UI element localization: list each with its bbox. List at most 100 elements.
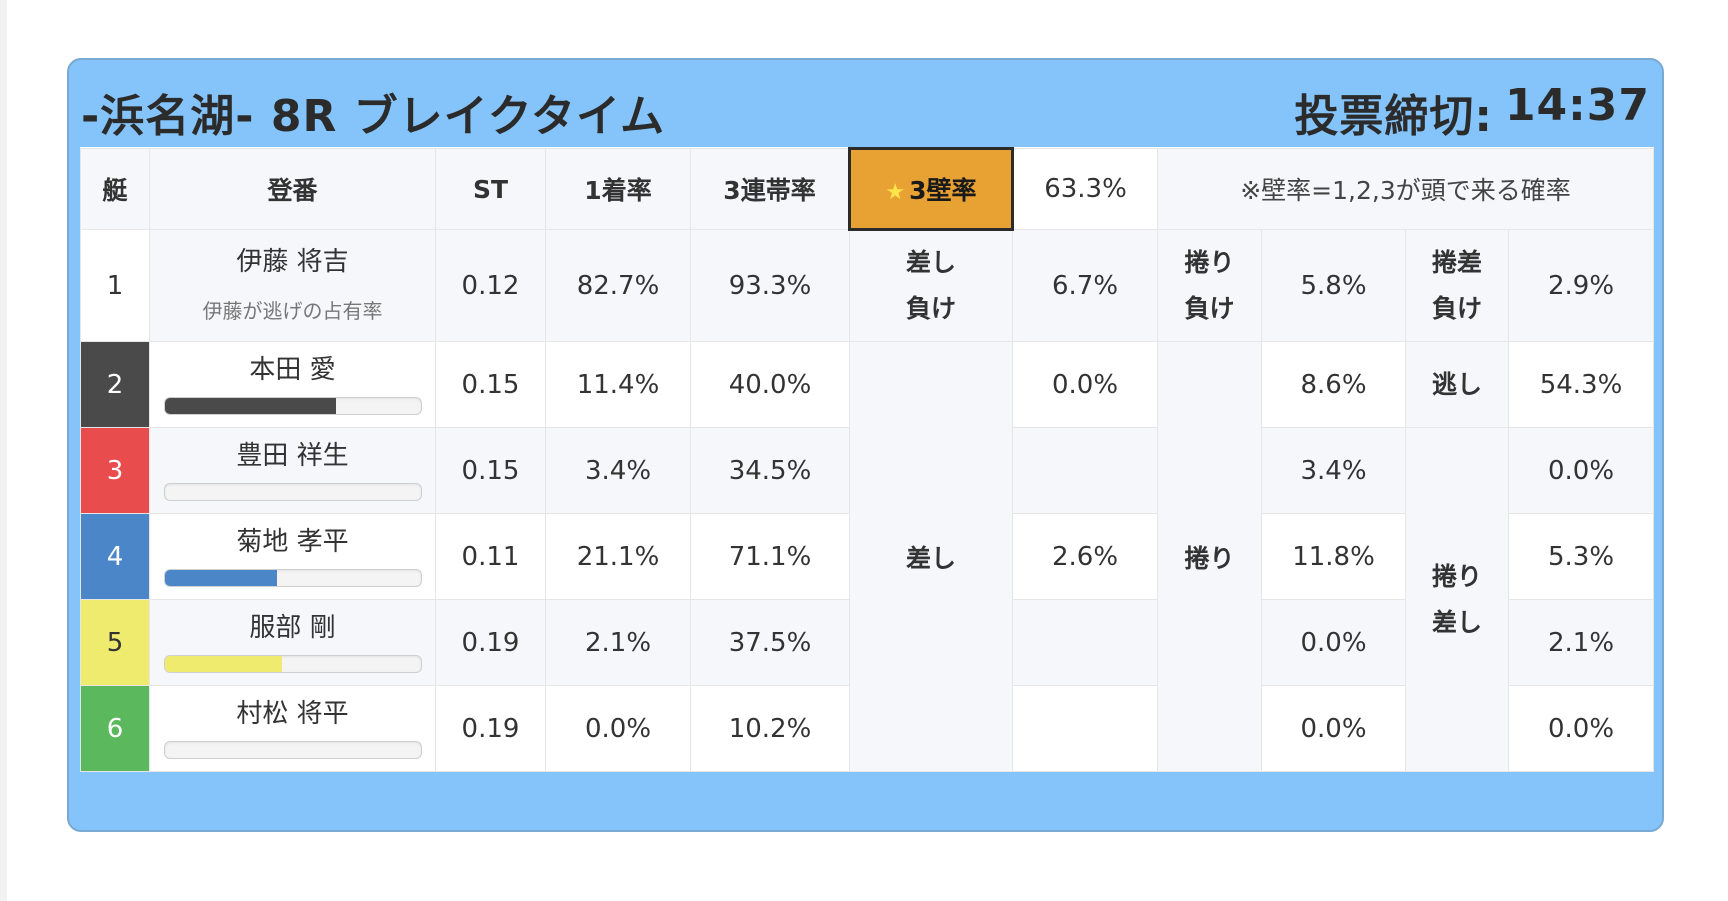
racer-cell: 村松 将平: [149, 685, 436, 772]
top3-rate-cell: 37.5%: [690, 599, 850, 686]
racer-cell: 菊地 孝平: [149, 513, 436, 600]
racer-subtitle: 伊藤が逃げの占有率: [202, 299, 383, 323]
top3-rate-cell: 71.1%: [690, 513, 850, 600]
sashi-label: 差し: [849, 341, 1013, 772]
win-rate-cell: 82.7%: [545, 229, 691, 342]
page-left-edge: [0, 0, 7, 901]
col-top3-rate: 3連帯率: [690, 148, 850, 230]
makuri-sashi-rate: 0.0%: [1508, 685, 1654, 772]
sashi-make-label: 差し 負け: [849, 229, 1013, 342]
racer-name: 菊地 孝平: [236, 526, 349, 557]
racer-stats-table: 艇 登番 ST 1着率 3連帯率 ★ 3壁率 63.3% ※壁率=1,2,3が頭で…: [80, 147, 1654, 772]
label-text: 差し: [905, 543, 956, 573]
col-st: ST: [435, 148, 546, 230]
makurisashi-make-label: 捲差 負け: [1405, 229, 1509, 342]
share-bar: [163, 568, 422, 587]
sashi-rate: 2.6%: [1012, 513, 1158, 600]
win-rate-cell: 21.1%: [545, 513, 691, 600]
st-cell: 0.15: [435, 341, 546, 428]
makuri-make-label: 捲り 負け: [1157, 229, 1262, 342]
wall-rate-header: ★ 3壁率: [848, 147, 1014, 231]
racer-name: 豊田 祥生: [236, 440, 349, 471]
racer-name: 本田 愛: [249, 354, 336, 385]
race-title: -浜名湖- 8R ブレイクタイム: [81, 91, 666, 142]
share-bar: [163, 396, 422, 415]
table-row: 1 伊藤 将吉 伊藤が逃げの占有率 0.12 82.7% 93.3% 差し 負け …: [80, 229, 1654, 342]
col-lane: 艇: [80, 148, 150, 230]
makuri-make-rate: 5.8%: [1261, 229, 1406, 342]
deadline-label: 投票締切:: [1294, 91, 1493, 142]
share-bar-fill: [164, 397, 337, 414]
makuri-sashi-rate: 5.3%: [1508, 513, 1654, 600]
label-line: 差し: [1431, 607, 1482, 637]
lane-cell: 2: [80, 341, 150, 428]
makuri-sashi-rate: 2.1%: [1508, 599, 1654, 686]
racer-cell: 豊田 祥生: [149, 427, 436, 514]
st-cell: 0.11: [435, 513, 546, 600]
racer-cell: 本田 愛: [149, 341, 436, 428]
label-text: 捲り: [1184, 543, 1235, 573]
win-rate-cell: 0.0%: [545, 685, 691, 772]
col-racer: 登番: [149, 148, 436, 230]
racer-name: 伊藤 将吉: [236, 247, 349, 277]
st-cell: 0.12: [435, 229, 546, 342]
lane-cell: 3: [80, 427, 150, 514]
top3-rate-cell: 93.3%: [690, 229, 850, 342]
makuri-rate: 0.0%: [1261, 599, 1406, 686]
lane-cell: 5: [80, 599, 150, 686]
share-bar: [163, 482, 422, 501]
table-row: 5 服部 剛 0.19 2.1% 37.5% 0.0% 2.1%: [80, 599, 1654, 686]
lane-cell: 6: [80, 685, 150, 772]
share-bar: [163, 740, 422, 759]
racer-name: 村松 将平: [236, 698, 349, 729]
racer-cell: 伊藤 将吉 伊藤が逃げの占有率: [149, 229, 436, 342]
share-bar-fill: [164, 655, 283, 672]
table-row: 2 本田 愛 0.15 11.4% 40.0% 差し 0.0% 捲り 8.6% …: [80, 341, 1654, 772]
lane-cell: 1: [80, 229, 150, 342]
makuri-rate: 11.8%: [1261, 513, 1406, 600]
col-win-rate: 1着率: [545, 148, 691, 230]
top3-rate-cell: 10.2%: [690, 685, 850, 772]
nige-label: 逃し: [1405, 341, 1509, 428]
share-bar: [163, 654, 422, 673]
racer-cell: 服部 剛: [149, 599, 436, 686]
label-line: 負け: [1431, 293, 1482, 323]
makuri-sashi-label: 捲り 差し: [1405, 427, 1509, 772]
label-line: 負け: [1184, 293, 1235, 323]
label-line: 捲り: [1184, 247, 1235, 277]
sashi-rate: [1012, 685, 1158, 772]
wall-rate-label: 3壁率: [909, 176, 977, 205]
sashi-rate: 0.0%: [1012, 341, 1158, 428]
deadline-time: 14:37: [1504, 80, 1650, 131]
st-cell: 0.15: [435, 427, 546, 514]
top3-rate-cell: 34.5%: [690, 427, 850, 514]
makuri-label: 捲り: [1157, 341, 1262, 772]
table-row: 4 菊地 孝平 0.11 21.1% 71.1% 2.6% 11.8% 5.3%: [80, 513, 1654, 600]
makurisashi-make-rate: 2.9%: [1508, 229, 1654, 342]
label-line: 捲り: [1431, 561, 1482, 591]
header-row: 艇 登番 ST 1着率 3連帯率 ★ 3壁率 63.3% ※壁率=1,2,3が頭で…: [80, 147, 1654, 231]
makuri-rate: 0.0%: [1261, 685, 1406, 772]
star-icon: ★: [885, 180, 906, 205]
win-rate-cell: 11.4%: [545, 341, 691, 428]
sashi-make-rate: 6.7%: [1012, 229, 1158, 342]
racer-name: 服部 剛: [249, 612, 336, 643]
label-line: 捲差: [1431, 247, 1482, 277]
top3-rate-cell: 40.0%: [690, 341, 850, 428]
deadline: 投票締切: 14:37: [1294, 80, 1650, 144]
table-row: 6 村松 将平 0.19 0.0% 10.2% 0.0% 0.0%: [80, 685, 1654, 772]
st-cell: 0.19: [435, 685, 546, 772]
wall-rate-value: 63.3%: [1012, 148, 1158, 230]
share-bar-fill: [164, 569, 278, 586]
label-line: 差し: [905, 248, 956, 277]
race-card: -浜名湖- 8R ブレイクタイム 投票締切: 14:37 艇 登番 ST 1着率…: [67, 58, 1664, 832]
win-rate-cell: 2.1%: [545, 599, 691, 686]
win-rate-cell: 3.4%: [545, 427, 691, 514]
wall-rate-note: ※壁率=1,2,3が頭で来る確率: [1157, 148, 1654, 230]
makuri-rate: 3.4%: [1261, 427, 1406, 514]
sashi-rate: [1012, 427, 1158, 514]
sashi-rate: [1012, 599, 1158, 686]
st-cell: 0.19: [435, 599, 546, 686]
lane-cell: 4: [80, 513, 150, 600]
label-line: 負け: [905, 294, 956, 323]
